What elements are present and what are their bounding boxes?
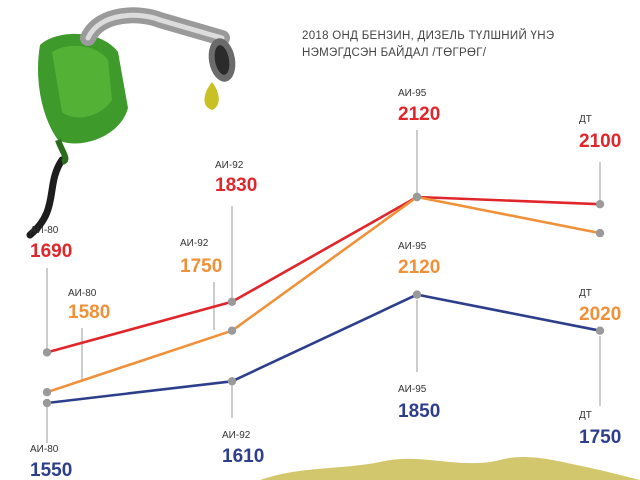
price-value-label: 2020 bbox=[579, 304, 621, 325]
fuel-type-label: АИ-80 bbox=[68, 288, 97, 299]
data-point-marker bbox=[227, 297, 237, 306]
fuel-type-label: АИ-95 bbox=[398, 384, 427, 395]
series-line-2 bbox=[46, 293, 601, 405]
price-value-label: 2120 bbox=[398, 104, 440, 125]
price-value-label: 1550 bbox=[30, 460, 72, 480]
series-line-0 bbox=[46, 195, 601, 354]
data-point-marker bbox=[227, 326, 237, 335]
data-point-marker bbox=[595, 200, 605, 209]
price-value-label: 1750 bbox=[180, 256, 222, 277]
fuel-type-label: АИ-80 bbox=[30, 444, 59, 455]
data-point-marker bbox=[595, 326, 605, 335]
data-point-marker bbox=[412, 290, 422, 299]
price-value-label: 1850 bbox=[398, 401, 440, 422]
fuel-type-label: ДТ bbox=[579, 410, 592, 421]
oil-splash-decoration bbox=[260, 457, 640, 480]
fuel-type-label: АИ-80 bbox=[30, 225, 59, 236]
fuel-type-label: АИ-92 bbox=[222, 430, 251, 441]
fuel-nozzle-icon bbox=[26, 7, 236, 239]
series-line-1 bbox=[46, 195, 601, 394]
fuel-type-label: АИ-95 bbox=[398, 241, 427, 252]
price-value-label: 1830 bbox=[215, 175, 257, 196]
data-point-marker bbox=[595, 228, 605, 238]
price-value-label: 1750 bbox=[579, 427, 621, 448]
fuel-type-label: АИ-92 bbox=[215, 160, 244, 171]
fuel-type-label: ДТ bbox=[579, 288, 592, 299]
chart-title: 2018 ОНД БЕНЗИН, ДИЗЕЛЬ ТҮЛШНИЙ ҮНЭ НЭМЭ… bbox=[302, 28, 554, 62]
chart-title-line-2: НЭМЭГДСЭН БАЙДАЛ /ТӨГРӨГ/ bbox=[302, 47, 487, 59]
chart-title-line-1: 2018 ОНД БЕНЗИН, ДИЗЕЛЬ ТҮЛШНИЙ ҮНЭ bbox=[302, 30, 555, 42]
price-value-label: 2120 bbox=[398, 257, 440, 278]
price-value-label: 2100 bbox=[579, 131, 621, 152]
data-point-marker bbox=[42, 398, 52, 408]
price-value-label: 1580 bbox=[68, 302, 110, 323]
price-value-label: 1610 bbox=[222, 446, 264, 467]
data-point-marker bbox=[412, 192, 422, 202]
fuel-type-label: АИ-92 bbox=[180, 238, 209, 249]
data-point-marker bbox=[42, 388, 52, 397]
fuel-type-label: ДТ bbox=[579, 114, 592, 125]
data-point-marker bbox=[42, 348, 52, 357]
price-value-label: 1690 bbox=[30, 241, 72, 262]
fuel-type-label: АИ-95 bbox=[398, 88, 427, 99]
data-point-marker bbox=[227, 377, 237, 386]
